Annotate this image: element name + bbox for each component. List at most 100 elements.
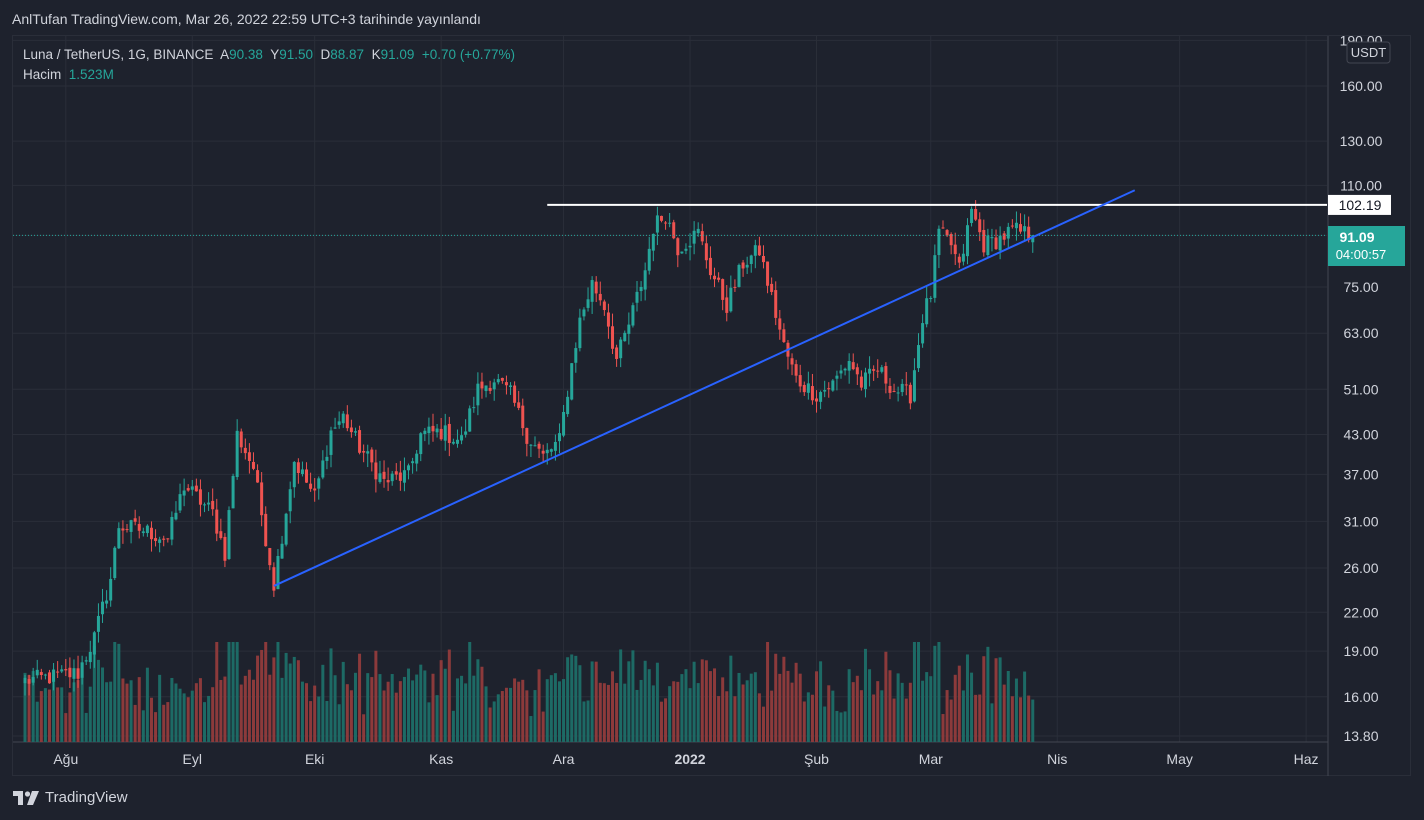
candle-body-up: [1014, 222, 1018, 229]
volume-bar-up: [419, 664, 423, 742]
volume-bar-down: [362, 714, 366, 742]
candle-body-up: [451, 441, 455, 444]
candle-body-down: [398, 472, 402, 481]
price-tick-label: 16.00: [1343, 689, 1378, 705]
candle-body-up: [562, 411, 566, 436]
volume-bar-down: [904, 698, 908, 742]
candle-body-up: [990, 237, 994, 239]
volume-bar-up: [557, 681, 561, 742]
volume-bar-down: [1010, 696, 1014, 742]
candle-body-up: [533, 445, 537, 447]
time-tick-label: Eki: [305, 751, 324, 767]
candle-body-down: [1019, 224, 1023, 232]
volume-bar-up: [366, 673, 370, 742]
volume-bar-down: [504, 687, 508, 742]
candle-body-down: [876, 370, 880, 372]
volume-bar-up: [1031, 699, 1035, 742]
volume-bar-down: [358, 653, 362, 742]
volume-bar-up: [402, 676, 406, 742]
volume-bar-up: [378, 674, 382, 742]
candle-body-down: [251, 461, 255, 469]
candle-body-up: [574, 348, 578, 363]
volume-bar-up: [970, 672, 974, 742]
candle-body-up: [353, 431, 357, 433]
volume-bar-up: [566, 657, 570, 742]
candle-body-up: [378, 473, 382, 482]
candle-body-down: [56, 671, 60, 673]
candle-body-up: [688, 245, 692, 248]
volume-bar-down: [125, 683, 129, 742]
candle-body-down: [480, 381, 484, 389]
candle-body-down: [721, 279, 725, 300]
tradingview-brand[interactable]: TradingView: [13, 789, 128, 806]
volume-bar-down: [802, 701, 806, 742]
volume-bar-up: [435, 695, 439, 742]
volume-bar-down: [256, 655, 260, 742]
candle-body-up: [280, 543, 284, 559]
candle-body-up: [443, 425, 447, 441]
volume-bar-up: [464, 683, 468, 742]
time-tick-label: Eyl: [183, 751, 202, 767]
volume-bar-down: [859, 690, 863, 742]
candle-body-up: [80, 662, 84, 678]
candle-body-down: [431, 425, 435, 432]
candle-body-up: [965, 225, 969, 257]
candle-body-down: [672, 222, 676, 239]
volume-bar-down: [953, 674, 957, 742]
candle-body-up: [655, 215, 659, 233]
volume-bar-up: [986, 646, 990, 742]
candle-body-down: [713, 275, 717, 280]
volume-bar-up: [60, 687, 64, 742]
resistance-price-label: 102.19: [1339, 197, 1382, 213]
volume-bar-up: [92, 645, 96, 742]
volume-label[interactable]: Hacim: [23, 67, 62, 82]
price-tick-label: 110.00: [1340, 177, 1382, 193]
volume-bar-up: [443, 668, 447, 742]
candle-body-up: [651, 233, 655, 251]
candle-body-up: [986, 235, 990, 256]
volume-bar-down: [766, 642, 770, 742]
volume-bar-up: [423, 670, 427, 742]
candle-body-up: [31, 677, 35, 683]
volume-bar-down: [774, 653, 778, 742]
volume-bar-up: [31, 671, 35, 742]
volume-bar-up: [484, 686, 488, 742]
candle-body-down: [778, 318, 782, 330]
support-trendline: [273, 189, 1136, 587]
candle-body-up: [325, 456, 329, 461]
candle-body-up: [464, 431, 468, 435]
candle-body-down: [704, 243, 708, 261]
volume-bar-down: [133, 704, 137, 742]
volume-bar-up: [933, 645, 937, 742]
volume-bar-down: [541, 711, 545, 742]
candle-body-up: [639, 286, 643, 292]
volume-bar-down: [611, 671, 615, 742]
candle-body-up: [680, 251, 684, 254]
candle-body-up: [961, 253, 965, 262]
volume-bar-down: [211, 687, 215, 742]
chart-legend: Luna / TetherUS, 1G, BINANCE A90.38 Y91.…: [23, 45, 515, 85]
volume-bar-up: [753, 672, 757, 742]
volume-bar-up: [545, 679, 549, 742]
tradingview-logo-icon: [13, 790, 39, 805]
volume-bar-down: [949, 699, 953, 742]
candle-body-up: [60, 669, 64, 672]
candle-body-up: [921, 323, 925, 344]
symbol-label[interactable]: Luna / TetherUS, 1G, BINANCE: [23, 47, 214, 62]
volume-bar-down: [268, 674, 272, 742]
time-tick-label: Ara: [553, 751, 575, 767]
candle-body-up: [819, 392, 823, 402]
candle-body-up: [737, 264, 741, 287]
volume-bar-up: [582, 701, 586, 742]
volume-bar-up: [341, 661, 345, 742]
candle-body-up: [158, 539, 162, 543]
volume-bar-down: [778, 673, 782, 742]
volume-bar-up: [868, 669, 872, 742]
price-tick-label: 22.00: [1343, 604, 1378, 620]
volume-bar-down: [243, 675, 247, 742]
volume-bar-down: [215, 642, 219, 742]
volume-bar-down: [537, 669, 541, 742]
volume-bar-up: [619, 649, 623, 742]
high-value: 91.50: [279, 47, 313, 62]
